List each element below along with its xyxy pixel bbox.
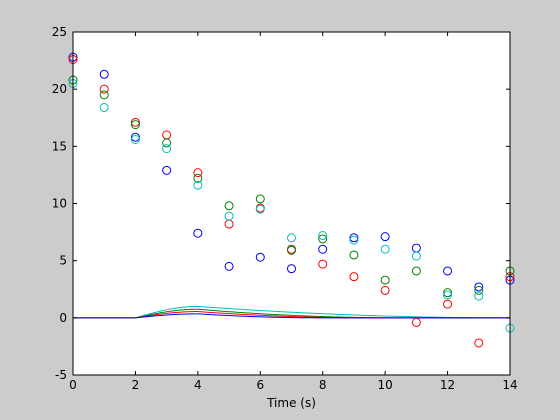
- data-point: [287, 264, 296, 274]
- data-point: [474, 338, 484, 348]
- data-point: [380, 244, 390, 254]
- data-point: [318, 259, 328, 269]
- x-tick-label: 10: [378, 378, 393, 392]
- data-point: [193, 173, 203, 183]
- x-tick-label: 4: [194, 378, 202, 392]
- data-point: [130, 132, 140, 142]
- data-point: [193, 228, 203, 238]
- y-tick-label: 15: [52, 139, 67, 153]
- data-point: [474, 291, 484, 301]
- data-point: [99, 90, 109, 100]
- x-axis-label: Time (s): [266, 396, 316, 410]
- data-point: [99, 102, 109, 112]
- x-tick-label: 6: [256, 378, 264, 392]
- data-point: [380, 285, 390, 295]
- y-tick-label: 5: [59, 254, 67, 268]
- x-tick-label: 2: [132, 378, 140, 392]
- ticks-layer: [72, 31, 511, 376]
- data-point: [130, 117, 140, 127]
- data-point: [411, 317, 421, 327]
- data-point: [130, 134, 140, 144]
- data-point: [411, 266, 421, 276]
- data-point: [130, 120, 140, 130]
- data-point: [349, 250, 359, 260]
- data-point: [287, 245, 296, 255]
- data-point: [99, 69, 109, 79]
- y-tick-label: 0: [59, 311, 67, 325]
- data-point: [443, 290, 453, 300]
- data-point: [380, 232, 390, 242]
- data-point: [162, 138, 172, 148]
- data-point: [443, 266, 453, 276]
- data-point: [474, 282, 484, 292]
- data-point: [411, 251, 421, 261]
- series-curve: [73, 313, 510, 319]
- data-point: [99, 84, 109, 94]
- data-point: [162, 165, 172, 175]
- data-point: [443, 299, 453, 309]
- plot-area: [73, 32, 510, 375]
- data-point: [255, 252, 265, 262]
- y-tick-label: 10: [52, 197, 67, 211]
- curves-layer: [73, 305, 510, 319]
- data-point: [193, 180, 203, 190]
- data-point: [255, 204, 265, 214]
- data-point: [318, 234, 328, 244]
- data-point: [349, 235, 359, 245]
- y-tick-label: 25: [52, 25, 67, 39]
- data-point: [287, 233, 296, 243]
- series-curve: [73, 305, 510, 319]
- data-point: [474, 285, 484, 295]
- data-point: [224, 201, 234, 211]
- data-point: [318, 244, 328, 254]
- x-tick-label: 8: [319, 378, 327, 392]
- data-point: [349, 272, 359, 282]
- x-tick-label: 0: [69, 378, 77, 392]
- data-point: [224, 261, 234, 271]
- data-point: [380, 275, 390, 285]
- data-point: [318, 231, 328, 241]
- data-point: [162, 144, 172, 154]
- data-point: [443, 288, 453, 298]
- y-tick-label: 20: [52, 82, 67, 96]
- x-tick-label: 12: [440, 378, 455, 392]
- data-point: [255, 194, 265, 204]
- x-tick-label: 14: [502, 378, 517, 392]
- y-tick-label: -5: [55, 368, 67, 382]
- data-point: [224, 211, 234, 221]
- data-point: [193, 168, 203, 178]
- data-point: [349, 233, 359, 243]
